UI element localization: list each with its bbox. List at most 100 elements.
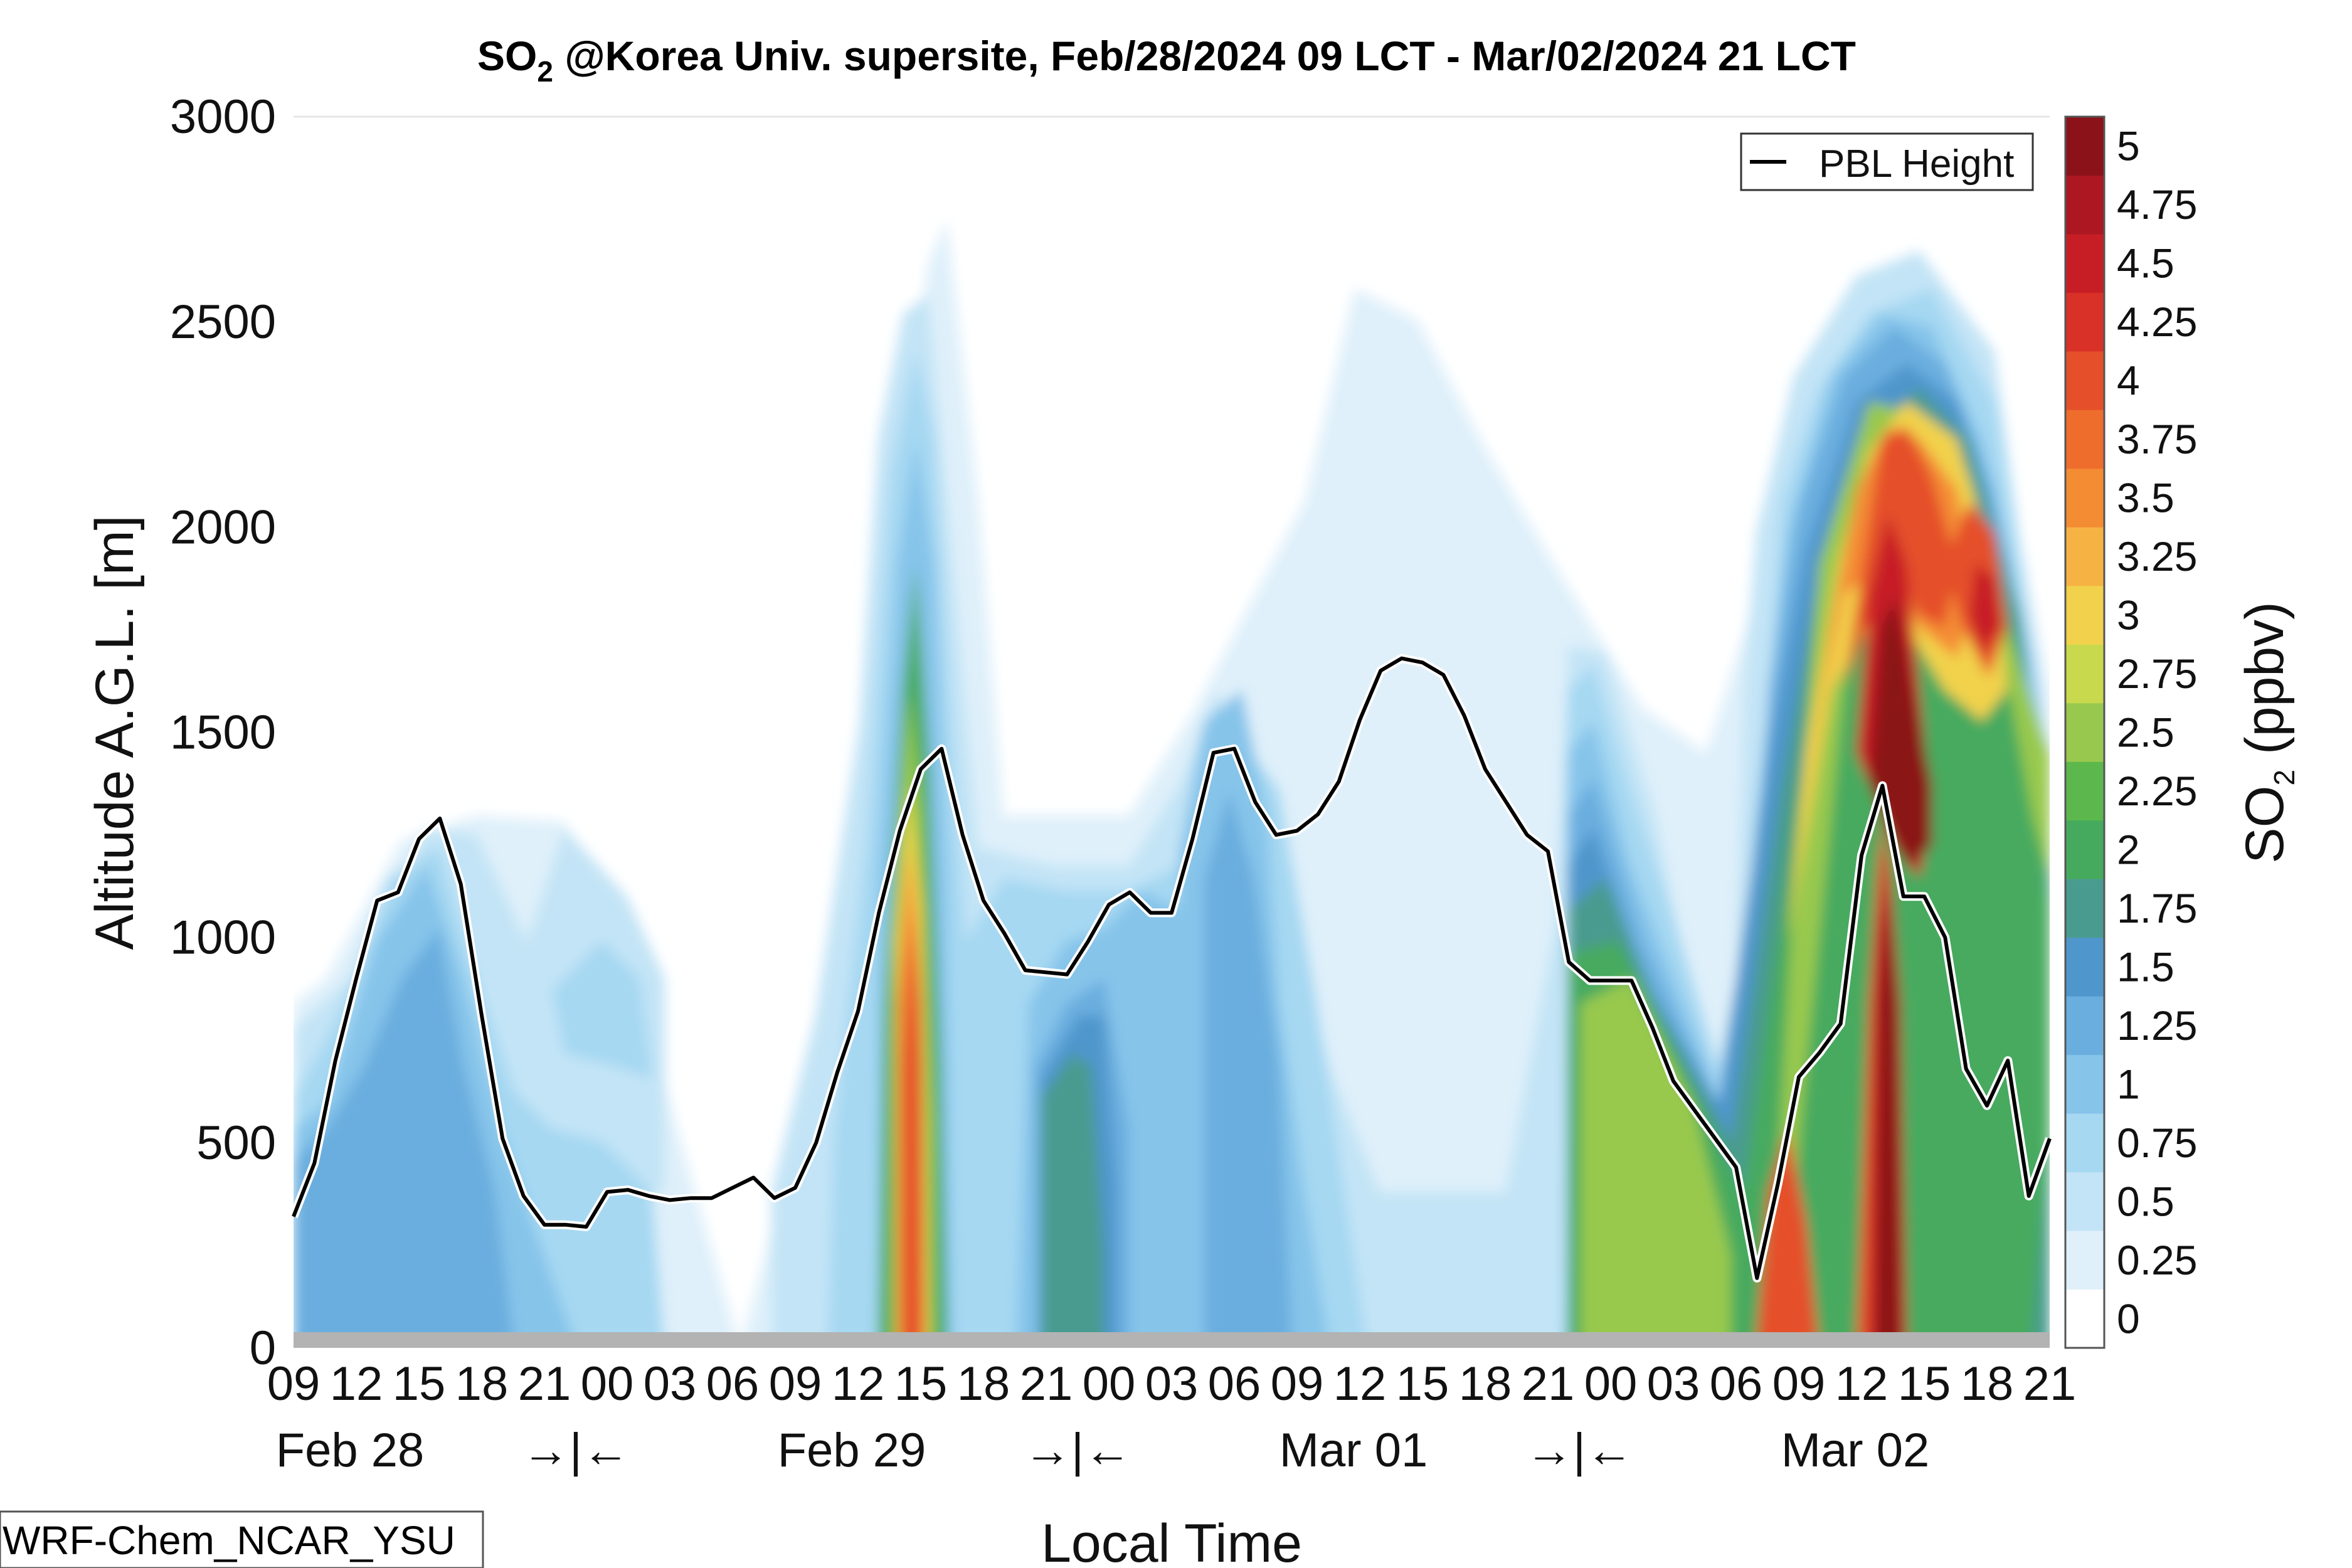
date-labels: Feb 28 →|← Feb 29 →|← Mar 01 →|← Mar 02 — [276, 1424, 1930, 1477]
y-tick-label: 2000 — [170, 501, 276, 554]
x-tick-label: 12 — [832, 1357, 885, 1411]
colorbar-segment — [2065, 527, 2104, 586]
colorbar-tick-label: 0 — [2117, 1295, 2140, 1342]
date-label: Mar 01 — [1279, 1424, 1428, 1477]
chart-title: SO2 @Korea Univ. supersite, Feb/28/2024 … — [477, 33, 1856, 88]
pbl-height-series — [289, 654, 2054, 1283]
colorbar-segment — [2065, 820, 2104, 879]
colorbar-tick-label: 3.5 — [2117, 475, 2175, 521]
x-tick-label: 21 — [518, 1357, 571, 1411]
colorbar-tick-label: 0.75 — [2117, 1120, 2197, 1166]
colorbar-segment — [2065, 937, 2104, 997]
colorbar-label: SO2 (ppbv) — [2235, 601, 2301, 864]
legend: PBL Height — [1740, 132, 2034, 191]
colorbar-tick-label: 1.25 — [2117, 1002, 2197, 1049]
colorbar-tick-label: 4 — [2117, 358, 2140, 404]
colorbar-segment — [2065, 1231, 2104, 1290]
colorbar-tick-label: 4.25 — [2117, 299, 2197, 345]
x-tick-label: 03 — [1145, 1357, 1199, 1411]
ground-strip — [294, 1332, 2050, 1348]
colorbar-tick-label: 2 — [2117, 826, 2140, 872]
colorbar-tick-label: 2.25 — [2117, 768, 2197, 814]
colorbar-segment — [2065, 117, 2104, 176]
colorbar-segment — [2065, 351, 2104, 410]
x-tick-label: 21 — [1522, 1357, 1575, 1411]
colorbar-segment — [2065, 1054, 2104, 1114]
y-axis: 0 500 1000 1500 2000 2500 3000 — [170, 90, 276, 1375]
so2-contour-field — [294, 220, 2050, 1348]
y-tick-label: 1500 — [170, 706, 276, 760]
x-tick-label: 15 — [1898, 1357, 1951, 1411]
x-tick-label: 15 — [1396, 1357, 1449, 1411]
x-tick-label: 09 — [1772, 1357, 1826, 1411]
colorbar-segment — [2065, 175, 2104, 235]
x-tick-label: 00 — [1584, 1357, 1638, 1411]
y-axis-label: Altitude A.G.L. [m] — [85, 515, 145, 950]
model-label: WRF-Chem_NCAR_YSU — [3, 1518, 455, 1563]
legend-label: PBL Height — [1819, 142, 2014, 186]
y-tick-label: 3000 — [170, 90, 276, 144]
x-tick-label: 21 — [1020, 1357, 1073, 1411]
x-tick-label: 18 — [957, 1357, 1010, 1411]
y-tick-label: 1000 — [170, 911, 276, 965]
date-label: →|← — [1525, 1424, 1633, 1477]
colorbar-segment — [2065, 1289, 2104, 1348]
colorbar: 0 0.25 0.5 0.75 1 1.25 1.5 1.75 2 2.25 2.5 2.75 3 3.2… — [2064, 115, 2197, 1349]
date-label: Feb 29 — [778, 1424, 926, 1477]
x-tick-label: 03 — [644, 1357, 697, 1411]
date-label: →|← — [522, 1424, 630, 1477]
colorbar-segment — [2065, 292, 2104, 352]
colorbar-tick-label: 3.75 — [2117, 416, 2197, 462]
colorbar-segment — [2065, 1113, 2104, 1173]
x-tick-label: 00 — [581, 1357, 634, 1411]
colorbar-segment — [2065, 702, 2104, 762]
colorbar-tick-label: 3 — [2117, 592, 2140, 638]
pbl-height-line — [292, 656, 2052, 1280]
colorbar-segment — [2065, 233, 2104, 293]
colorbar-tick-label: 1.5 — [2117, 943, 2175, 990]
date-label: →|← — [1024, 1424, 1131, 1477]
x-tick-label: 09 — [769, 1357, 822, 1411]
colorbar-frame — [2064, 115, 2106, 1349]
x-axis: 09 12 15 18 21 00 03 06 09 12 15 18 21 00 03 06 09 12 15 18… — [267, 1357, 2077, 1411]
colorbar-tick-label: 2.5 — [2117, 709, 2175, 756]
colorbar-tick-label: 0.5 — [2117, 1178, 2175, 1224]
x-tick-label: 12 — [330, 1357, 383, 1411]
x-axis-label: Local Time — [1041, 1513, 1302, 1568]
x-tick-label: 03 — [1647, 1357, 1700, 1411]
model-label-frame — [0, 1510, 484, 1568]
colorbar-segment — [2065, 1172, 2104, 1231]
x-tick-label: 09 — [267, 1357, 320, 1411]
colorbar-segment — [2065, 410, 2104, 469]
plot-area — [289, 115, 2054, 1348]
colorbar-tick-label: 1 — [2117, 1061, 2140, 1107]
legend-box — [1740, 132, 2034, 191]
colorbar-segment — [2065, 879, 2104, 938]
colorbar-tick-label: 3.25 — [2117, 533, 2197, 580]
contour-2.5 — [891, 401, 2050, 1348]
colorbar-tick-label: 1.75 — [2117, 885, 2197, 931]
x-tick-label: 06 — [1710, 1357, 1763, 1411]
colorbar-segment — [2065, 761, 2104, 821]
colorbar-tick-label: 4.75 — [2117, 181, 2197, 228]
colorbar-tick-label: 2.75 — [2117, 650, 2197, 697]
colorbar-tick-label: 5 — [2117, 123, 2140, 169]
colorbar-tick-label: 4.5 — [2117, 240, 2175, 287]
model-label-box: WRF-Chem_NCAR_YSU — [0, 1510, 484, 1568]
colorbar-segment — [2065, 585, 2104, 645]
x-tick-label: 15 — [894, 1357, 948, 1411]
y-tick-label: 0 — [250, 1322, 276, 1375]
x-tick-label: 00 — [1083, 1357, 1136, 1411]
x-tick-label: 06 — [1208, 1357, 1261, 1411]
colorbar-tick-label: 0.25 — [2117, 1237, 2197, 1283]
colorbar-segment — [2065, 996, 2104, 1056]
colorbar-segment — [2065, 468, 2104, 527]
contour-3.5 — [897, 426, 1976, 1348]
colorbar-segment — [2065, 644, 2104, 704]
x-tick-label: 18 — [455, 1357, 509, 1411]
x-tick-label: 09 — [1271, 1357, 1324, 1411]
x-tick-label: 06 — [706, 1357, 760, 1411]
contour-2.0 — [878, 426, 2050, 1348]
x-tick-label: 21 — [2023, 1357, 2077, 1411]
